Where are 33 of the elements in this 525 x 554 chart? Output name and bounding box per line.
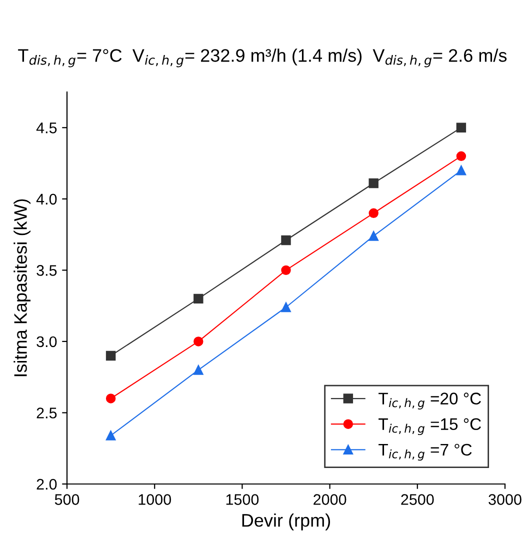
y-tick-label: 3.0 [36,336,57,348]
legend-label: T$_{ic,h,g}$ =7 °C [378,444,472,461]
point [368,208,378,218]
y-tick-label: 2.0 [36,478,57,490]
x-tick-label: 1000 [138,494,171,505]
point [194,294,204,304]
y-axis-title: Isitma Kapasitesi (kW) [14,199,30,376]
point [368,231,378,241]
chart-title: T$_{dis,h,g}$= 7°C V$_{ic,h,g}$= 232.9 m³/h (1.4 m/s) V$_{dis,h,g}$= 2.6 m/s [18,48,507,68]
point [106,430,116,440]
legend-label: T$_{ic,h,g}$ =20 °C [378,392,481,410]
point [456,151,466,162]
point [281,265,291,276]
x-tick-label: 500 [54,494,80,505]
x-axis-title: Devir (rpm) [242,514,330,530]
y-tick-label: 2.5 [36,408,57,418]
point [456,122,466,132]
y-tick-label: 3.5 [36,265,57,276]
point [106,350,116,361]
point [106,394,116,404]
x-tick-label: 1500 [226,494,259,505]
legend-label: T$_{ic,h,g}$ =15 °C [378,418,481,436]
point [281,235,291,246]
point [194,365,204,375]
y-tick-label: 4.0 [36,194,57,205]
y-tick-label: 4.5 [36,122,57,134]
x-tick-label: 3000 [488,494,522,505]
x-tick-label: 2500 [401,494,434,505]
point [194,336,204,346]
point [281,302,291,312]
x-tick-label: 2000 [314,494,346,505]
point [368,178,378,188]
point [456,166,466,176]
